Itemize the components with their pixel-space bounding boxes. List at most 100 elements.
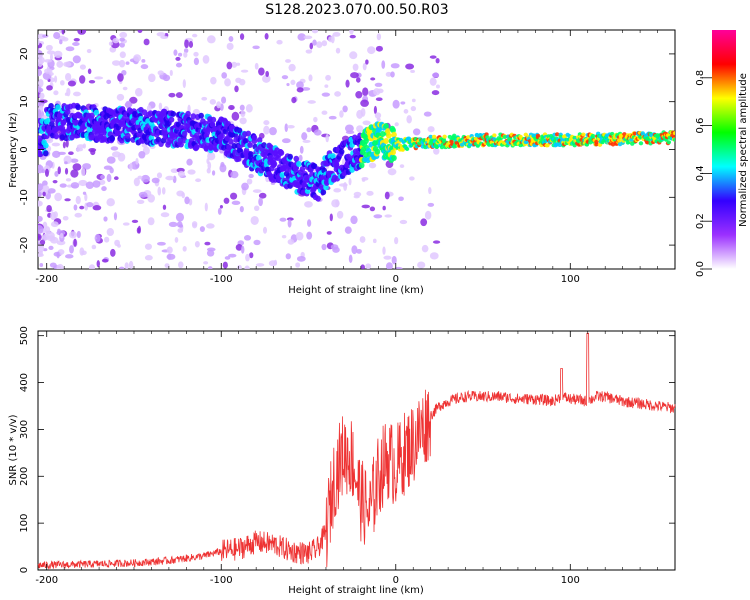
spectrogram-noise-blob: [101, 258, 109, 263]
snr-frame: [37, 330, 676, 571]
spectrogram-noise-blob: [373, 88, 381, 96]
spectrogram-noise-blob: [161, 187, 166, 195]
spectrogram-ridge-blob: [251, 134, 258, 141]
spectrogram-noise-blob: [339, 110, 344, 118]
spectrogram-noise-blob: [207, 266, 213, 269]
spectrogram-noise-blob: [423, 111, 432, 117]
spectrogram-noise-blob: [316, 41, 323, 49]
spectrogram-noise-blob: [307, 100, 316, 104]
spectrogram-noise-blob: [73, 204, 78, 211]
spectrogram-noise-blob: [385, 71, 392, 77]
spectrogram-noise-blob: [147, 194, 155, 203]
spectrogram-noise-blob: [344, 124, 354, 133]
spectrogram-noise-blob: [82, 191, 87, 195]
spectrogram-noise-blob: [113, 176, 119, 181]
spectrogram-noise-blob: [295, 231, 304, 241]
spectrogram-noise-blob: [356, 125, 364, 133]
spectrogram-ridge-blob: [581, 132, 586, 137]
spectrogram-noise-blob: [65, 139, 69, 148]
spectrogram-noise-blob: [207, 161, 212, 170]
spectrogram-noise-blob: [331, 199, 340, 208]
spectrogram-noise-blob: [137, 30, 143, 34]
spectrogram-noise-blob: [384, 191, 390, 200]
spectrogram-ridge-blob: [338, 148, 345, 155]
spectrogram-noise-blob: [221, 72, 228, 79]
spectrogram-noise-blob: [399, 164, 405, 169]
spectrogram-noise-blob: [101, 186, 107, 192]
spectrogram-noise-blob: [118, 59, 126, 68]
spectrogram-noise-blob: [366, 190, 374, 196]
spectrogram-ridge-blob: [209, 121, 216, 128]
spectrogram-noise-blob: [343, 181, 348, 191]
spectrogram-noise-blob: [54, 75, 58, 83]
spectrogram-ridge-blob: [358, 162, 365, 169]
spectrogram-noise-blob: [376, 117, 381, 122]
spectrogram-noise-blob: [42, 185, 50, 192]
spectrogram-noise-blob: [326, 231, 332, 235]
spectrogram-noise-blob: [385, 262, 393, 269]
spectrogram-noise-blob: [38, 56, 45, 64]
spectrogram-noise-blob: [237, 264, 242, 269]
spectrogram-noise-blob: [62, 141, 66, 149]
spectrogram-ridge-blob: [442, 134, 447, 139]
spectrogram-noise-blob: [398, 196, 404, 201]
spectrogram-noise-blob: [103, 236, 110, 243]
spectrogram-ridge-blob: [93, 109, 100, 116]
spectrogram-noise-blob: [143, 38, 150, 46]
spectrogram-noise-blob: [70, 169, 79, 178]
spectrogram-ytick-label: -20: [19, 237, 30, 253]
spectrogram-noise-blob: [111, 60, 121, 66]
spectrogram-noise-blob: [390, 63, 400, 69]
spectrogram-noise-blob: [305, 49, 313, 54]
spectrogram-noise-blob: [39, 239, 46, 246]
spectrogram-noise-blob: [106, 228, 115, 237]
spectrogram-noise-blob: [175, 56, 181, 61]
spectrogram-noise-blob: [38, 38, 40, 46]
spectrogram-noise-blob: [222, 261, 228, 269]
spectrogram-noise-blob: [335, 47, 341, 54]
spectrogram-noise-blob: [129, 96, 138, 104]
spectrogram-noise-blob: [90, 149, 96, 156]
spectrogram-noise-blob: [263, 125, 270, 135]
spectrogram-noise-blob: [53, 31, 61, 40]
spectrogram-noise-blob: [38, 183, 44, 191]
spectrogram-noise-blob: [405, 63, 415, 70]
spectrogram-noise-blob: [420, 218, 428, 227]
spectrogram-noise-blob: [59, 39, 63, 45]
spectrogram-noise-blob: [65, 254, 74, 259]
spectrogram-noise-blob: [239, 78, 246, 86]
spectrogram-noise-blob: [325, 74, 332, 81]
spectrogram-noise-blob: [82, 163, 92, 170]
spectrogram-noise-blob: [73, 238, 77, 247]
spectrogram-ridge-blob: [383, 137, 389, 144]
spectrogram-noise-blob: [194, 240, 200, 248]
spectrogram-noise-blob: [178, 52, 183, 57]
spectrogram-noise-blob: [38, 215, 43, 222]
spectrogram-noise-blob: [350, 72, 359, 79]
spectrogram-ridge-blob: [379, 131, 386, 138]
spectrogram-noise-blob: [70, 182, 80, 189]
spectrogram-noise-blob: [361, 176, 369, 181]
spectrogram-noise-blob: [284, 123, 289, 132]
spectrogram-noise-blob: [165, 175, 175, 181]
spectrogram-noise-blob: [287, 239, 295, 245]
snr-ylabel: SNR (10 * v/v): [8, 414, 19, 485]
spectrogram-noise-blob: [228, 253, 237, 258]
spectrogram-ridge-blob: [48, 103, 54, 110]
spectrogram-xtick-label: 0: [393, 274, 399, 285]
spectrogram-noise-blob: [110, 248, 116, 257]
spectrogram-noise-blob: [235, 244, 243, 251]
spectrogram-noise-blob: [148, 73, 156, 83]
spectrogram-ridge-blob: [198, 112, 204, 119]
spectrogram-ridge-blob: [431, 134, 437, 139]
spectrogram-noise-blob: [374, 112, 382, 119]
spectrogram-noise-blob: [137, 175, 143, 180]
spectrogram-noise-blob: [361, 204, 371, 209]
spectrogram-noise-blob: [51, 142, 61, 147]
spectrogram-noise-blob: [286, 124, 295, 129]
spectrogram-noise-blob: [258, 67, 265, 76]
spectrogram-ridge-blob: [301, 181, 307, 188]
spectrogram-noise-blob: [204, 241, 211, 246]
spectrogram-noise-blob: [295, 262, 301, 268]
spectrogram-noise-blob: [224, 78, 231, 87]
